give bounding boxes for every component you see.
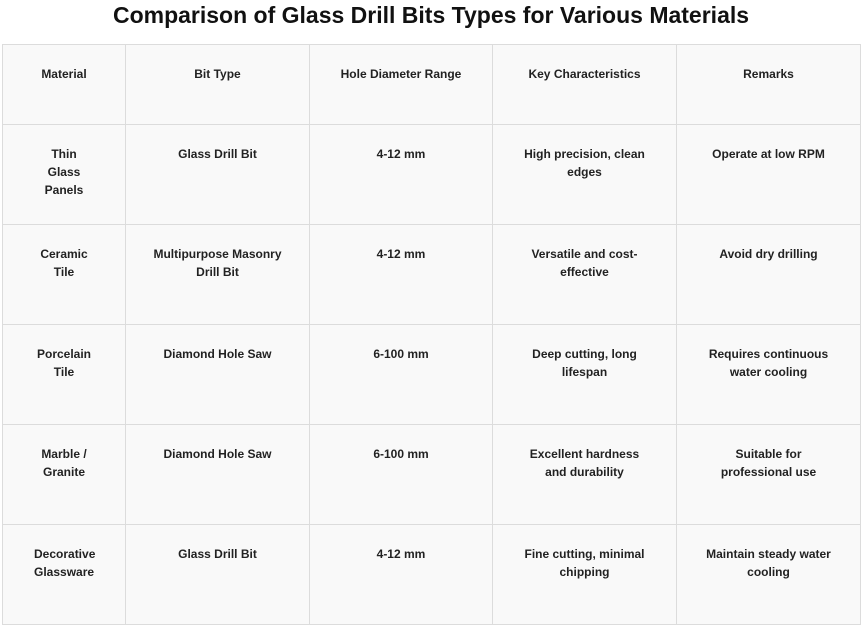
table-cell: Operate at low RPM: [676, 124, 861, 225]
cell-text: Hole Diameter Range: [340, 67, 462, 81]
cell-text: Fine cutting, minimal chipping: [524, 547, 645, 579]
table-cell: 4-12 mm: [309, 524, 493, 625]
title: Comparison of Glass Drill Bits Types for…: [112, 2, 750, 28]
cell-text: 4-12 mm: [376, 147, 426, 161]
table-cell: 4-12 mm: [309, 224, 493, 325]
cell-text: Diamond Hole Saw: [163, 447, 272, 461]
cell-text: Remarks: [743, 67, 794, 81]
table-cell: Thin Glass Panels: [2, 124, 126, 225]
table-body: Thin Glass Panels Glass Drill Bit 4-12 mm H…: [2, 124, 861, 625]
table-cell: 6-100 mm: [309, 424, 493, 525]
table-cell: Deep cutting, long lifespan: [492, 324, 677, 425]
table-cell: Glass Drill Bit: [125, 124, 310, 225]
table-cell: Fine cutting, minimal chipping: [492, 524, 677, 625]
header-cell: Material: [2, 44, 126, 125]
cell-text: Requires continuous water cooling: [708, 347, 829, 379]
header-cell: Key Characteristics: [492, 44, 677, 125]
cell-text: Glass Drill Bit: [178, 547, 257, 561]
table-cell: Requires continuous water cooling: [676, 324, 861, 425]
cell-text: Bit Type: [194, 67, 241, 81]
cell-text: Thin Glass Panels: [44, 147, 84, 197]
table-cell: High precision, clean edges: [492, 124, 677, 225]
table-row: Marble / Granite Diamond Hole Saw 6-100 mm…: [2, 424, 861, 525]
table-row: Decorative Glassware Glass Drill Bit 4-12 …: [2, 524, 861, 625]
cell-text: Glass Drill Bit: [178, 147, 257, 161]
cell-text: Decorative Glassware: [34, 547, 96, 579]
header-cell: Remarks: [676, 44, 861, 125]
table-cell: Maintain steady water cooling: [676, 524, 861, 625]
header-row: Material Bit Type Hole Diameter Range Key C…: [2, 44, 861, 125]
cell-text: Operate at low RPM: [712, 147, 825, 161]
cell-text: Excellent hardness and durability: [529, 447, 640, 479]
table-cell: Glass Drill Bit: [125, 524, 310, 625]
table-row: Porcelain Tile Diamond Hole Saw 6-100 mm De…: [2, 324, 861, 425]
cell-text: 4-12 mm: [376, 547, 426, 561]
table-cell: Diamond Hole Saw: [125, 424, 310, 525]
table-cell: Versatile and cost-effective: [492, 224, 677, 325]
table-cell: Porcelain Tile: [2, 324, 126, 425]
cell-text: Deep cutting, long lifespan: [532, 347, 637, 379]
table-cell: Avoid dry drilling: [676, 224, 861, 325]
table-cell: Suitable for professional use: [676, 424, 861, 525]
cell-text: Versatile and cost-effective: [531, 247, 638, 279]
table-row: Thin Glass Panels Glass Drill Bit 4-12 mm H…: [2, 124, 861, 225]
cell-text: Porcelain Tile: [36, 347, 92, 379]
table-cell: 4-12 mm: [309, 124, 493, 225]
header-cell: Hole Diameter Range: [309, 44, 493, 125]
cell-text: 6-100 mm: [373, 447, 429, 461]
comparison-table: Material Bit Type Hole Diameter Range Key C…: [2, 44, 861, 625]
table-cell: Marble / Granite: [2, 424, 126, 525]
cell-text: Maintain steady water cooling: [706, 547, 831, 579]
cell-text: High precision, clean edges: [524, 147, 645, 179]
table-row: Ceramic Tile Multipurpose Masonry Drill B…: [2, 224, 861, 325]
header-cell: Bit Type: [125, 44, 310, 125]
cell-text: Key Characteristics: [528, 67, 641, 81]
table-cell: Diamond Hole Saw: [125, 324, 310, 425]
cell-text: Material: [41, 67, 87, 81]
cell-text: Ceramic Tile: [40, 247, 88, 279]
cell-text: Avoid dry drilling: [719, 247, 818, 261]
cell-text: Diamond Hole Saw: [163, 347, 272, 361]
table-cell: Multipurpose Masonry Drill Bit: [125, 224, 310, 325]
table-cell: 6-100 mm: [309, 324, 493, 425]
table-cell: Decorative Glassware: [2, 524, 126, 625]
cell-text: Suitable for professional use: [720, 447, 817, 479]
cell-text: 4-12 mm: [376, 247, 426, 261]
cell-text: Multipurpose Masonry Drill Bit: [153, 247, 282, 279]
cell-text: Marble / Granite: [41, 447, 87, 479]
cell-text: 6-100 mm: [373, 347, 429, 361]
table-cell: Ceramic Tile: [2, 224, 126, 325]
table-cell: Excellent hardness and durability: [492, 424, 677, 525]
